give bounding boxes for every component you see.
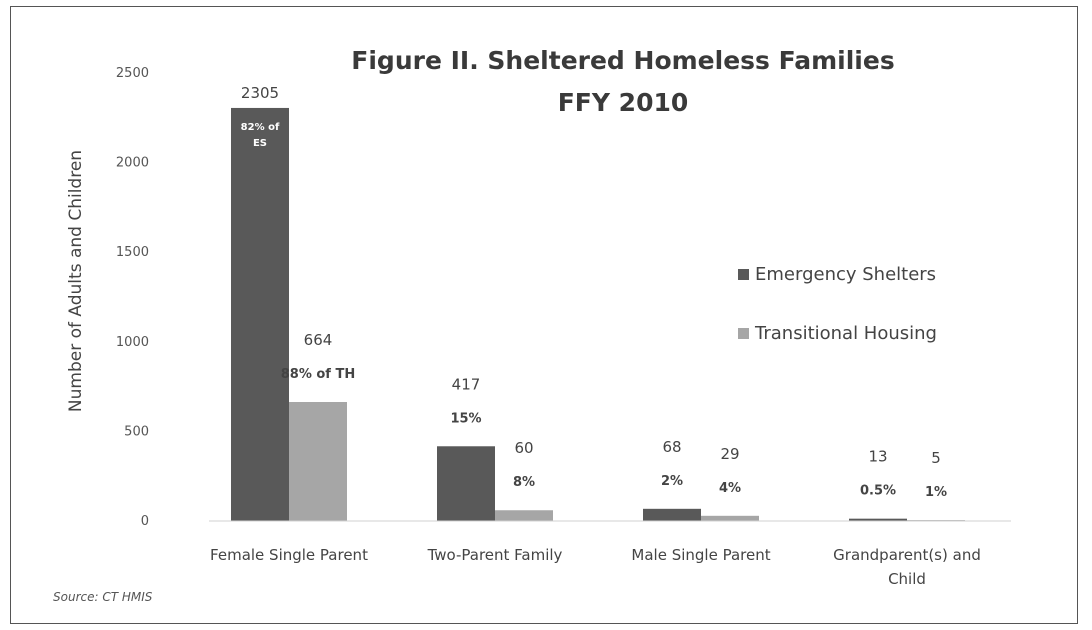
y-tick-label: 500 [124,424,149,439]
category-label: Female Single Parent [210,546,368,564]
data-label: 60 [514,439,533,457]
percent-label: 1% [925,485,947,500]
y-tick-label: 2000 [116,156,149,171]
bar [643,508,701,521]
category-label: Male Single Parent [631,546,770,564]
chart-svg: Figure II. Sheltered Homeless Families F… [53,46,1011,604]
y-tick-label: 2500 [116,66,149,81]
y-tick-label: 1000 [116,335,149,350]
bar [289,402,347,521]
source-note: Source: CT HMIS [53,590,153,604]
category-label: Two-Parent Family [427,546,563,564]
category-label: Child [888,570,926,588]
data-label: 417 [452,375,481,393]
bar [437,446,495,521]
data-label: 68 [662,438,681,456]
chart-frame: Figure II. Sheltered Homeless Families F… [10,6,1078,624]
y-tick-label: 1500 [116,245,149,260]
percent-label: 15% [450,411,481,426]
data-label: 13 [868,448,887,466]
percent-label: 82% of [241,122,280,133]
percent-label: 88% of TH [281,367,356,382]
data-label: 2305 [241,84,279,102]
y-tick-label: 0 [141,514,149,529]
bar [495,510,553,521]
y-ticks: 0 500 1000 1500 2000 2500 [116,66,149,529]
legend-swatch [738,328,749,339]
percent-label: 4% [719,481,741,496]
category-label: Grandparent(s) and [833,546,981,564]
bar-labels: 2305 82% of ES 664 88% of TH 417 15% 60 8% 68 2% 29… [241,84,947,500]
category-labels: Female Single Parent Two-Parent Family Mal… [210,546,981,588]
percent-label: 0.5% [860,484,896,499]
bar [701,515,759,521]
bar [849,518,907,521]
bars [209,107,1011,522]
percent-label: 8% [513,475,535,490]
chart-title: Figure II. Sheltered Homeless Families [351,46,894,75]
data-label: 29 [720,445,739,463]
bar [231,107,289,521]
data-label: 664 [304,331,333,349]
data-label: 5 [931,449,941,467]
percent-label: ES [253,138,267,149]
chart-subtitle: FFY 2010 [558,88,689,117]
y-axis-label: Number of Adults and Children [66,150,86,412]
percent-label: 2% [661,474,683,489]
legend-label: Transitional Housing [754,323,937,344]
legend: Emergency Shelters Transitional Housing [738,264,937,344]
legend-label: Emergency Shelters [755,264,936,285]
legend-swatch [738,269,749,280]
